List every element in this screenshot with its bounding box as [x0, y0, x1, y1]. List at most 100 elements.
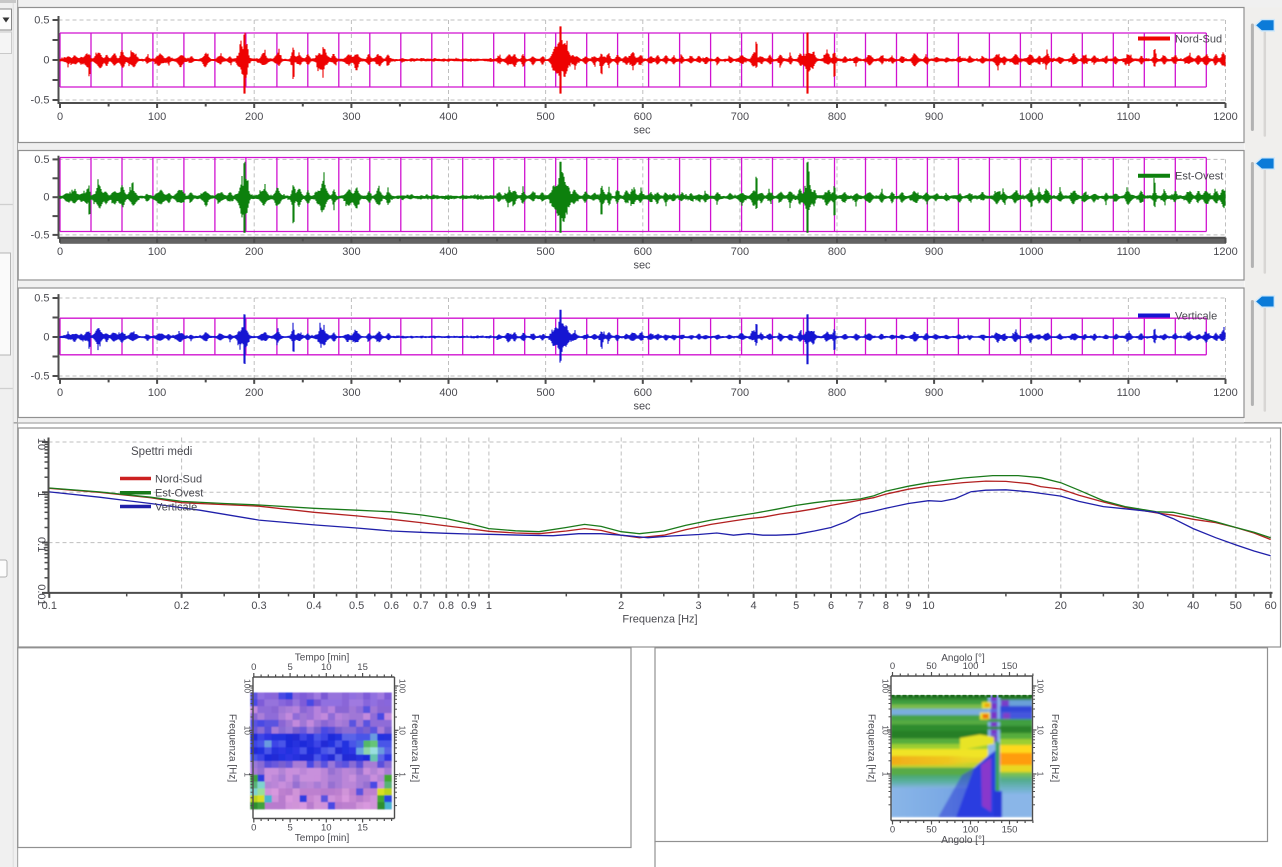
svg-text:-0.5: -0.5: [31, 229, 50, 241]
svg-text:10: 10: [922, 600, 934, 612]
svg-text:0: 0: [251, 662, 256, 673]
svg-text:400: 400: [439, 111, 457, 123]
svg-text:sec: sec: [633, 125, 651, 137]
svg-text:15: 15: [357, 823, 368, 834]
svg-text:Est-Ovest: Est-Ovest: [155, 488, 203, 500]
svg-text:20: 20: [1055, 600, 1067, 612]
svg-text:10: 10: [398, 726, 408, 736]
svg-text:1000: 1000: [1019, 111, 1043, 123]
svg-text:Tempo [min]: Tempo [min]: [295, 833, 350, 844]
svg-text:100: 100: [148, 246, 166, 258]
svg-text:10: 10: [243, 726, 253, 736]
svg-text:700: 700: [731, 246, 749, 258]
svg-text:10: 10: [321, 662, 332, 673]
svg-text:Spettri medi: Spettri medi: [131, 446, 192, 458]
svg-text:5: 5: [287, 662, 292, 673]
svg-text:1100: 1100: [1117, 111, 1141, 123]
svg-text:800: 800: [828, 387, 846, 399]
svg-text:500: 500: [536, 111, 554, 123]
svg-text:Frequenza [Hz]: Frequenza [Hz]: [622, 613, 697, 625]
svg-text:Nord-Sud: Nord-Sud: [155, 474, 202, 486]
svg-text:100: 100: [881, 679, 891, 693]
svg-text:0.6: 0.6: [384, 600, 399, 612]
svg-text:0.1: 0.1: [35, 537, 47, 552]
svg-text:Angolo [°]: Angolo [°]: [941, 835, 985, 846]
svg-text:200: 200: [245, 387, 263, 399]
svg-text:100: 100: [398, 679, 408, 693]
svg-text:sec: sec: [633, 400, 651, 412]
svg-text:Tempo [min]: Tempo [min]: [295, 653, 350, 664]
svg-text:10: 10: [881, 725, 891, 735]
svg-text:30: 30: [1132, 600, 1144, 612]
svg-text:700: 700: [731, 387, 749, 399]
svg-text:-0.5: -0.5: [31, 371, 50, 383]
svg-text:0.8: 0.8: [439, 600, 454, 612]
svg-text:0.1: 0.1: [42, 600, 57, 612]
svg-text:600: 600: [634, 387, 652, 399]
svg-text:100: 100: [148, 387, 166, 399]
svg-text:0: 0: [43, 332, 49, 344]
svg-text:0.5: 0.5: [34, 15, 49, 27]
svg-text:1100: 1100: [1117, 387, 1141, 399]
svg-text:1: 1: [243, 772, 253, 777]
svg-text:Frequenza [Hz]: Frequenza [Hz]: [866, 714, 877, 783]
svg-text:150: 150: [1002, 661, 1018, 672]
svg-text:5: 5: [287, 823, 292, 834]
svg-text:6: 6: [828, 600, 834, 612]
svg-text:2: 2: [618, 600, 624, 612]
svg-text:10: 10: [321, 823, 332, 834]
svg-text:10: 10: [1036, 725, 1046, 735]
svg-text:100: 100: [963, 661, 979, 672]
svg-text:Frequenza [Hz]: Frequenza [Hz]: [227, 714, 238, 783]
svg-text:0: 0: [43, 55, 49, 67]
svg-text:1: 1: [398, 772, 408, 777]
svg-text:10: 10: [35, 438, 47, 450]
svg-text:1: 1: [35, 491, 47, 497]
svg-text:0: 0: [57, 246, 63, 258]
svg-text:0: 0: [57, 111, 63, 123]
svg-text:Angolo [°]: Angolo [°]: [941, 653, 985, 664]
svg-text:Est-Ovest: Est-Ovest: [1175, 171, 1223, 183]
svg-text:0.5: 0.5: [34, 293, 49, 305]
svg-text:5: 5: [793, 600, 799, 612]
svg-text:0.5: 0.5: [349, 600, 364, 612]
svg-text:100: 100: [1036, 679, 1046, 693]
svg-text:9: 9: [905, 600, 911, 612]
svg-text:700: 700: [731, 111, 749, 123]
svg-text:0: 0: [890, 825, 895, 836]
svg-text:7: 7: [857, 600, 863, 612]
svg-text:100: 100: [148, 111, 166, 123]
svg-text:200: 200: [245, 246, 263, 258]
svg-text:Frequenza [Hz]: Frequenza [Hz]: [409, 714, 420, 783]
svg-text:15: 15: [357, 662, 368, 673]
svg-text:100: 100: [963, 825, 979, 836]
svg-text:1000: 1000: [1019, 246, 1043, 258]
svg-text:0.01: 0.01: [35, 584, 47, 605]
svg-text:0: 0: [251, 823, 256, 834]
svg-text:1: 1: [1036, 772, 1046, 777]
svg-text:300: 300: [342, 387, 360, 399]
svg-text:200: 200: [245, 111, 263, 123]
svg-text:400: 400: [439, 246, 457, 258]
svg-text:500: 500: [536, 246, 554, 258]
svg-text:500: 500: [536, 387, 554, 399]
svg-text:1: 1: [486, 600, 492, 612]
svg-text:Nord-Sud: Nord-Sud: [1175, 34, 1222, 46]
svg-text:4: 4: [751, 600, 757, 612]
svg-text:40: 40: [1187, 600, 1199, 612]
svg-text:1200: 1200: [1213, 246, 1237, 258]
svg-text:600: 600: [634, 111, 652, 123]
svg-text:300: 300: [342, 246, 360, 258]
svg-text:150: 150: [1002, 825, 1018, 836]
svg-text:sec: sec: [633, 259, 651, 271]
svg-text:300: 300: [342, 111, 360, 123]
svg-text:900: 900: [925, 387, 943, 399]
svg-text:1200: 1200: [1213, 387, 1237, 399]
svg-text:0.9: 0.9: [461, 600, 476, 612]
svg-text:0.3: 0.3: [251, 600, 266, 612]
svg-text:1000: 1000: [1019, 387, 1043, 399]
svg-text:50: 50: [1230, 600, 1242, 612]
svg-text:400: 400: [439, 387, 457, 399]
svg-text:0: 0: [57, 387, 63, 399]
svg-text:0.2: 0.2: [174, 600, 189, 612]
